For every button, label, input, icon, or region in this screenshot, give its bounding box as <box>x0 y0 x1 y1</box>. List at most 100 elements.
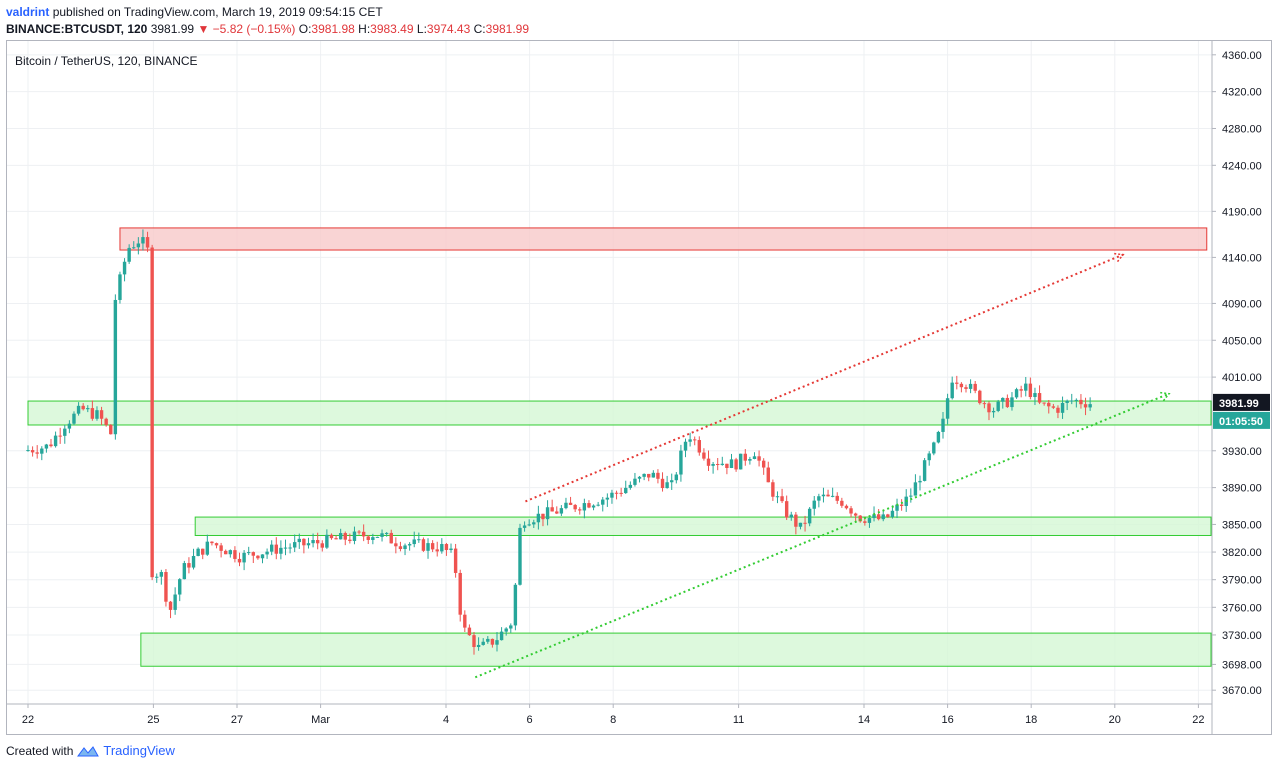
candle-down <box>955 382 959 384</box>
candle-up <box>817 496 821 501</box>
candle-up <box>941 418 945 432</box>
close-value: 3981.99 <box>485 22 530 36</box>
candle-up <box>522 525 527 528</box>
candle-up <box>173 594 177 610</box>
candle-down <box>394 543 398 547</box>
candle-down <box>1019 389 1023 391</box>
candle-down <box>237 558 242 563</box>
candle-up <box>292 542 297 548</box>
candle-up <box>628 484 633 488</box>
candle-up <box>789 514 793 518</box>
candle-down <box>99 410 104 419</box>
candle-up <box>95 410 99 419</box>
time-tick-label: 4 <box>443 714 449 726</box>
candle-down <box>987 403 991 413</box>
candle-down <box>490 638 495 645</box>
candle-up <box>67 423 72 429</box>
candle-up <box>297 538 301 543</box>
candle-up <box>812 500 816 509</box>
last-price: 3981.99 <box>150 22 195 36</box>
candle-up <box>1001 397 1005 402</box>
candle-down <box>761 460 766 468</box>
symbol-name: BINANCE:BTCUSDT, 120 <box>6 22 148 36</box>
price-tick-label: 4240.00 <box>1222 160 1262 172</box>
publish-info: valdrint published on TradingView.com, M… <box>6 5 383 19</box>
footer: Created with TradingView <box>6 743 175 758</box>
candle-up <box>807 508 812 524</box>
candle-up <box>867 518 872 523</box>
tradingview-brand[interactable]: TradingView <box>103 743 175 758</box>
candle-up <box>913 482 918 496</box>
low-value: 3974.43 <box>426 22 471 36</box>
candle-up <box>53 435 58 447</box>
candle-up <box>228 550 233 555</box>
support-zone <box>140 632 1212 667</box>
candle-up <box>748 458 752 461</box>
price-tick-label: 3890.00 <box>1222 483 1262 495</box>
candle-up <box>509 625 513 629</box>
candle-up <box>449 548 453 551</box>
price-axis: 4360.00 4320.00 4280.00 4240.00 4190.00 4140.… <box>1211 41 1262 734</box>
candle-up <box>269 544 274 552</box>
candle-up <box>242 552 246 563</box>
candle-down <box>219 545 223 551</box>
candle-down <box>826 494 830 497</box>
candle-up <box>945 398 950 419</box>
candle-down <box>858 515 862 522</box>
candle-up <box>927 453 931 461</box>
candle-up <box>881 514 885 520</box>
candle-up <box>536 513 541 523</box>
trendline-arrowhead <box>1114 252 1125 263</box>
price-tick-label: 3760.00 <box>1222 602 1262 614</box>
chart-frame <box>6 40 1272 735</box>
candle-down <box>315 540 320 544</box>
candle-down <box>766 467 770 483</box>
candle-up <box>412 539 416 545</box>
candle-down <box>697 440 702 453</box>
candle-down <box>702 452 706 459</box>
candle-up <box>674 474 679 481</box>
candle-up <box>352 531 357 541</box>
low-label: L: <box>416 22 427 36</box>
candle-up <box>440 544 444 552</box>
candle-down <box>90 408 95 419</box>
candle-up <box>518 527 522 585</box>
candle-up <box>932 442 936 454</box>
price-tick-label: 4010.00 <box>1222 372 1262 384</box>
created-with-text: Created with <box>6 743 74 758</box>
candle-down <box>366 536 370 540</box>
candle-down <box>863 521 867 523</box>
candle-down <box>214 543 219 546</box>
candle-up <box>403 545 407 550</box>
candle-down <box>421 539 426 551</box>
candle-up <box>1024 383 1028 391</box>
candle-down <box>1079 399 1083 405</box>
time-tick-label: 18 <box>1025 714 1037 726</box>
time-axis: 22 25 27 Mar 4 6 8 11 14 16 18 20 22 <box>7 703 1212 726</box>
price-labels: 3981.99 01:05:50 <box>1213 393 1270 429</box>
candle-down <box>1037 393 1042 403</box>
candle-down <box>555 511 559 514</box>
price-tick-label: 3698.00 <box>1222 659 1262 671</box>
candle-up <box>651 472 656 478</box>
tradingview-logo-icon <box>77 745 100 756</box>
author-name[interactable]: valdrint <box>6 5 50 19</box>
candle-down <box>780 496 784 502</box>
candle-up <box>127 247 131 262</box>
down-arrow-icon: ▼ <box>197 22 210 36</box>
candle-up <box>670 480 674 483</box>
candle-up <box>1033 393 1037 398</box>
candle-up <box>191 555 196 568</box>
candle-down <box>973 383 977 391</box>
zones <box>27 227 1212 667</box>
candle-up <box>711 463 715 466</box>
candle-down <box>348 539 352 541</box>
countdown-label: 01:05:50 <box>1219 416 1263 428</box>
candle-down <box>614 492 619 494</box>
close-label: C: <box>473 22 486 36</box>
candle-up <box>1010 397 1014 408</box>
candle-down <box>444 544 449 551</box>
candle-down <box>693 439 697 441</box>
candle-up <box>624 487 628 494</box>
